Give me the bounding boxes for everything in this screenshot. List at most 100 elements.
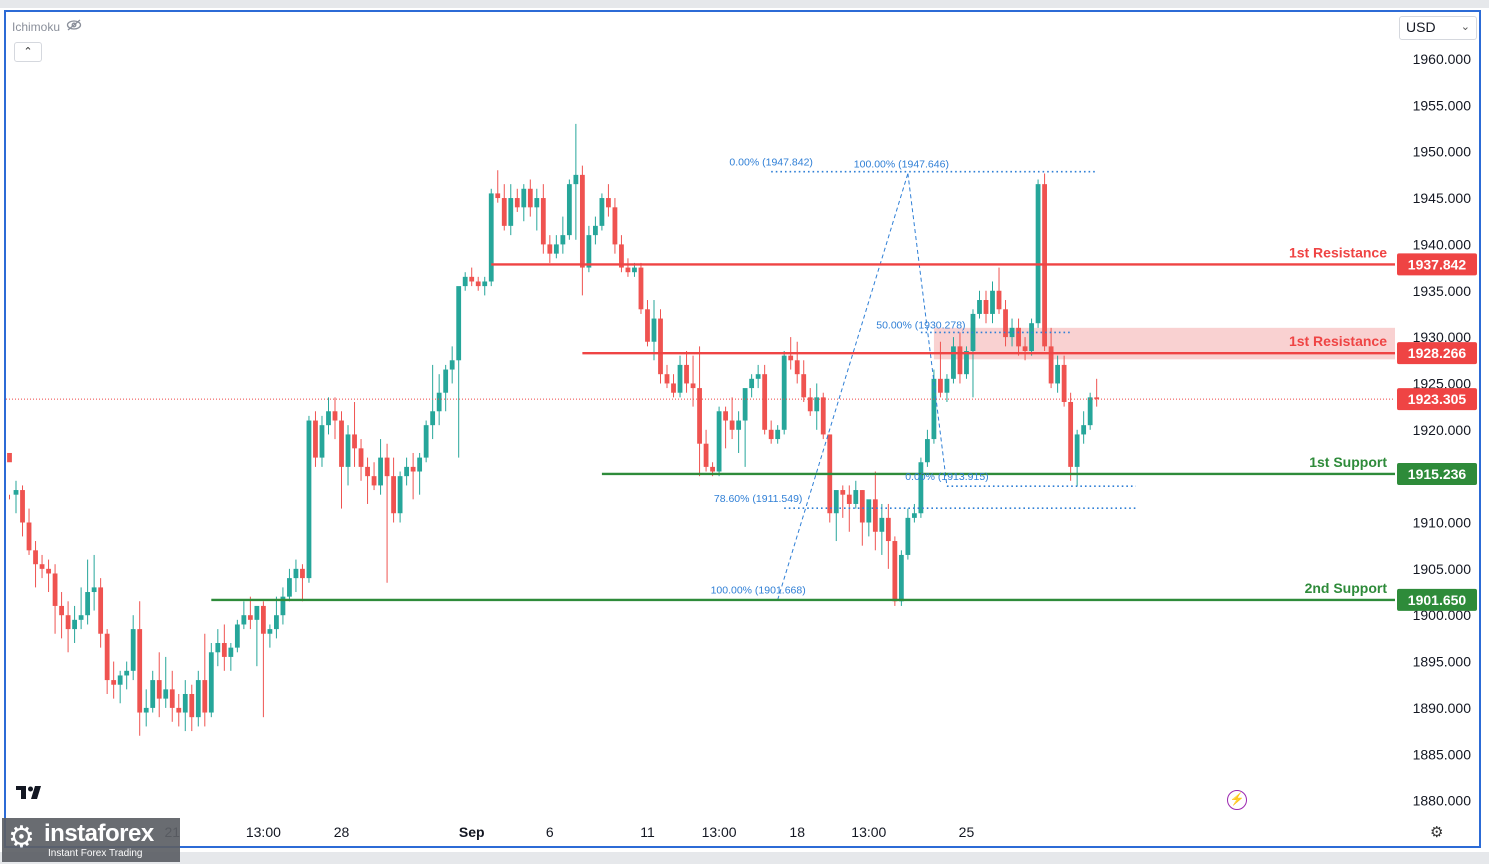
candle-body	[593, 225, 598, 236]
candle-body	[514, 198, 520, 208]
candle-body	[339, 420, 344, 467]
gear-icon[interactable]: ⚙	[1430, 824, 1444, 841]
candle	[684, 351, 689, 393]
candle	[182, 680, 188, 732]
candle-body	[833, 490, 839, 514]
candle	[384, 443, 390, 583]
candle-body	[866, 499, 872, 523]
candle-body	[749, 378, 755, 389]
tradingview-logo[interactable]	[16, 784, 46, 805]
eye-off-icon[interactable]	[66, 19, 82, 34]
indicator-name[interactable]: Ichimoku	[12, 19, 61, 34]
candle-body	[658, 318, 663, 375]
candle-body	[820, 397, 826, 435]
candle-body	[885, 517, 891, 542]
candle	[326, 397, 331, 435]
candle-body	[1029, 323, 1034, 352]
candle-body	[664, 374, 670, 384]
indicator-legend[interactable]: Ichimoku	[12, 19, 82, 34]
candle	[983, 290, 989, 324]
candle	[189, 684, 195, 732]
candle-body	[1009, 327, 1015, 338]
candle-body	[1048, 346, 1054, 384]
y-tick-label: 1900.000	[1413, 607, 1472, 623]
candle-body	[475, 281, 481, 287]
candle	[352, 401, 357, 467]
y-tick-label: 1925.000	[1413, 375, 1472, 391]
candle-body	[521, 188, 527, 208]
candle	[482, 276, 488, 296]
candle	[46, 559, 51, 593]
candle	[781, 351, 787, 435]
candle-body	[534, 198, 540, 208]
candle-body	[20, 490, 25, 523]
candle	[527, 179, 533, 217]
fib-label: 78.60% (1911.549)	[714, 493, 803, 505]
y-tick-label: 1905.000	[1413, 561, 1472, 577]
candle	[833, 490, 839, 542]
candle-body	[540, 198, 546, 245]
candle-body	[905, 517, 911, 555]
candle-body	[352, 434, 357, 449]
candle	[859, 490, 865, 546]
candle-body	[697, 388, 702, 444]
window-top-strip	[0, 0, 1489, 8]
candle	[1061, 355, 1067, 407]
candle	[619, 235, 624, 273]
candle	[944, 374, 950, 402]
y-tick-label: 1930.000	[1413, 329, 1472, 345]
lightning-icon[interactable]: ⚡	[1227, 790, 1247, 810]
candle	[358, 439, 364, 481]
candle-body	[254, 605, 260, 620]
candle	[742, 388, 748, 467]
candle	[957, 332, 963, 384]
currency-select[interactable]: USD ⌄	[1399, 16, 1477, 40]
candle-body	[410, 466, 416, 472]
candle-body	[879, 517, 885, 532]
candle-body	[599, 198, 605, 226]
candle	[736, 411, 742, 453]
candle	[130, 615, 136, 681]
candle	[775, 425, 781, 444]
candle	[990, 281, 995, 324]
candle	[143, 689, 149, 727]
candle-body	[645, 309, 650, 342]
candle-body	[990, 290, 995, 314]
candle	[885, 503, 891, 569]
candle-body	[553, 244, 559, 254]
candle	[423, 420, 429, 463]
candle-body	[996, 290, 1002, 310]
last-price-tag-text: 1923.305	[1408, 391, 1467, 407]
candle	[410, 452, 416, 500]
candle	[840, 485, 846, 518]
candle-body	[684, 364, 689, 384]
candle-body	[124, 670, 130, 676]
candle	[241, 601, 247, 630]
candle-body	[59, 605, 64, 616]
candle	[898, 550, 904, 606]
candle	[1081, 411, 1087, 444]
candle-body	[1003, 309, 1008, 338]
candle	[521, 184, 527, 222]
candle	[977, 290, 982, 319]
candle-body	[85, 592, 91, 616]
candle-body	[33, 550, 38, 565]
candle-body	[977, 300, 982, 314]
candle-body	[606, 198, 611, 208]
collapse-legend-button[interactable]: ⌃	[14, 42, 42, 62]
candle	[794, 341, 800, 384]
candle-body	[508, 198, 514, 226]
resistance-label: 1st Resistance	[1289, 333, 1387, 349]
candle-body	[280, 596, 286, 616]
candle-body	[1035, 184, 1041, 324]
candle-body	[462, 276, 468, 287]
candle	[13, 480, 19, 514]
candle-body	[156, 680, 162, 699]
candle	[677, 355, 683, 398]
resistance-label: 1st Resistance	[1289, 244, 1387, 260]
candle	[560, 216, 566, 254]
support-price-tag: 1901.650	[1397, 588, 1477, 611]
candle	[195, 670, 201, 727]
candle-body	[306, 420, 312, 579]
